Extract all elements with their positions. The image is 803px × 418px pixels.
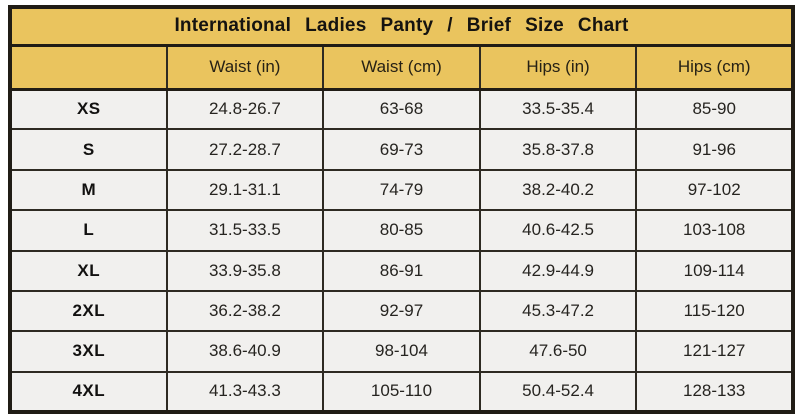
- cell-waist-in: 24.8-26.7: [165, 87, 325, 131]
- col-header-hips-in: Hips (in): [478, 44, 638, 91]
- cell-waist-cm: 105-110: [322, 370, 481, 414]
- cell-hips-in: 40.6-42.5: [478, 209, 638, 252]
- cell-waist-in: 29.1-31.1: [165, 168, 325, 212]
- cell-waist-in: 31.5-33.5: [165, 209, 325, 252]
- cell-hips-in: 35.8-37.8: [478, 128, 638, 171]
- cell-hips-cm: 121-127: [635, 330, 794, 373]
- col-header-hips-cm: Hips (cm): [635, 44, 794, 91]
- cell-hips-in: 38.2-40.2: [478, 168, 638, 212]
- table-row-2xl: 2XL 36.2-38.2 92-97 45.3-47.2 115-120: [9, 289, 794, 333]
- cell-hips-in: 45.3-47.2: [478, 289, 638, 333]
- cell-hips-cm: 97-102: [635, 168, 794, 212]
- cell-waist-cm: 92-97: [322, 289, 481, 333]
- cell-waist-cm: 63-68: [322, 87, 481, 131]
- table-row-xs: XS 24.8-26.7 63-68 33.5-35.4 85-90: [9, 87, 794, 131]
- col-header-waist-in: Waist (in): [165, 44, 325, 91]
- cell-waist-in: 36.2-38.2: [165, 289, 325, 333]
- cell-waist-in: 33.9-35.8: [165, 249, 325, 292]
- cell-hips-in: 42.9-44.9: [478, 249, 638, 292]
- table-row-l: L 31.5-33.5 80-85 40.6-42.5 103-108: [9, 209, 794, 252]
- cell-hips-cm: 103-108: [635, 209, 794, 252]
- size-chart-table: International Ladies Panty / Brief Size …: [8, 5, 795, 414]
- cell-hips-cm: 115-120: [635, 289, 794, 333]
- cell-hips-cm: 128-133: [635, 370, 794, 414]
- cell-waist-in: 38.6-40.9: [165, 330, 325, 373]
- table-row-4xl: 4XL 41.3-43.3 105-110 50.4-52.4 128-133: [9, 370, 794, 414]
- size-label: M: [9, 168, 168, 212]
- size-label: S: [9, 128, 168, 171]
- cell-hips-cm: 91-96: [635, 128, 794, 171]
- cell-waist-cm: 74-79: [322, 168, 481, 212]
- cell-waist-cm: 69-73: [322, 128, 481, 171]
- table-row-s: S 27.2-28.7 69-73 35.8-37.8 91-96: [9, 128, 794, 171]
- size-label: XL: [9, 249, 168, 292]
- col-header-waist-cm: Waist (cm): [322, 44, 481, 91]
- size-label: XS: [9, 87, 168, 131]
- cell-waist-cm: 80-85: [322, 209, 481, 252]
- cell-hips-cm: 109-114: [635, 249, 794, 292]
- cell-waist-in: 41.3-43.3: [165, 370, 325, 414]
- cell-hips-in: 33.5-35.4: [478, 87, 638, 131]
- size-label: L: [9, 209, 168, 252]
- size-label: 4XL: [9, 370, 168, 414]
- cell-hips-in: 50.4-52.4: [478, 370, 638, 414]
- cell-hips-in: 47.6-50: [478, 330, 638, 373]
- table-row-3xl: 3XL 38.6-40.9 98-104 47.6-50 121-127: [9, 330, 794, 373]
- col-header-size: [9, 44, 168, 91]
- size-label: 3XL: [9, 330, 168, 373]
- column-header-row: Waist (in) Waist (cm) Hips (in) Hips (cm…: [9, 44, 794, 91]
- cell-waist-cm: 98-104: [322, 330, 481, 373]
- cell-waist-cm: 86-91: [322, 249, 481, 292]
- cell-hips-cm: 85-90: [635, 87, 794, 131]
- table-row-xl: XL 33.9-35.8 86-91 42.9-44.9 109-114: [9, 249, 794, 292]
- table-row-m: M 29.1-31.1 74-79 38.2-40.2 97-102: [9, 168, 794, 212]
- size-label: 2XL: [9, 289, 168, 333]
- table-title: International Ladies Panty / Brief Size …: [9, 6, 794, 47]
- cell-waist-in: 27.2-28.7: [165, 128, 325, 171]
- title-row: International Ladies Panty / Brief Size …: [9, 6, 794, 47]
